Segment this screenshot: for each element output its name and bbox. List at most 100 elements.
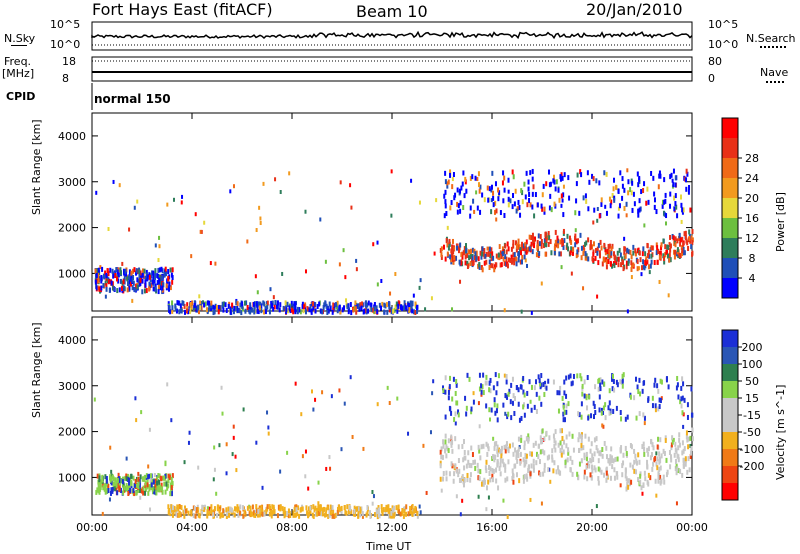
power-echo-cell — [410, 178, 413, 183]
velocity-echo-cell — [457, 458, 460, 464]
velocity-echo-cell — [212, 477, 215, 482]
power-echo-cell — [467, 249, 470, 255]
velocity-echo-cell — [336, 509, 339, 515]
power-echo-cell — [677, 235, 680, 241]
power-echo-cell — [542, 243, 545, 249]
power-echo-cell — [292, 303, 295, 309]
velocity-colorbar-tick-label: 50 — [745, 375, 759, 388]
power-colorbar-segment — [722, 178, 738, 199]
power-echo-cell — [493, 264, 496, 270]
power-echo-cell — [459, 279, 462, 284]
velocity-echo-cell — [567, 450, 570, 456]
power-echo-cell — [661, 203, 664, 209]
velocity-echo-cell — [416, 513, 419, 519]
power-echo-cell — [592, 251, 595, 257]
velocity-echo-cell — [649, 455, 652, 461]
velocity-echo-cell — [678, 432, 681, 438]
power-echo-cell — [332, 302, 335, 308]
power-echo-cell — [393, 307, 396, 313]
velocity-echo-cell — [485, 403, 488, 409]
power-echo-cell — [500, 254, 503, 260]
velocity-echo-cell — [540, 501, 543, 506]
velocity-echo-cell — [687, 444, 690, 450]
velocity-echo-cell — [442, 387, 445, 393]
velocity-echo-cell — [271, 504, 274, 510]
power-echo-cell — [288, 171, 291, 176]
velocity-echo-cell — [557, 408, 560, 414]
power-echo-cell — [626, 247, 629, 253]
power-echo-cell — [167, 275, 170, 281]
velocity-echo-cell — [170, 491, 173, 497]
power-echo-cell — [144, 275, 147, 281]
power-echo-cell — [626, 168, 629, 173]
velocity-echo-cell — [307, 513, 310, 519]
velocity-echo-cell — [583, 474, 586, 480]
velocity-echo-cell — [553, 438, 556, 444]
power-echo-cell — [575, 198, 578, 204]
power-echo-cell — [474, 251, 477, 257]
power-echo-cell — [486, 246, 489, 251]
power-echo-cell — [630, 266, 633, 272]
power-echo-cell — [251, 307, 254, 313]
velocity-echo-cell — [517, 446, 520, 452]
power-echo-cell — [446, 225, 449, 230]
power-echo-cell — [632, 191, 635, 197]
velocity-echo-cell — [607, 405, 610, 411]
power-echo-cell — [587, 237, 590, 243]
power-echo-cell — [455, 255, 458, 261]
power-echo-cell — [213, 309, 216, 315]
power-echo-cell — [507, 196, 510, 202]
power-echo-cell — [644, 251, 647, 257]
power-echo-cell — [446, 242, 449, 248]
power-echo-cell — [111, 268, 114, 274]
power-echo-cell — [576, 249, 579, 255]
power-echo-cell — [105, 283, 108, 289]
power-echo-cell — [119, 278, 122, 284]
velocity-echo-cell — [340, 447, 343, 452]
power-echo-cell — [634, 251, 637, 257]
x-tick-label: 16:00 — [476, 521, 508, 534]
power-echo-cell — [557, 243, 560, 249]
velocity-echo-cell — [455, 468, 458, 474]
velocity-echo-cell — [135, 418, 138, 423]
velocity-echo-cell — [601, 453, 604, 459]
velocity-echo-cell — [279, 469, 282, 474]
velocity-echo-cell — [571, 433, 574, 439]
velocity-echo-cell — [153, 473, 156, 478]
velocity-echo-cell — [321, 511, 324, 517]
velocity-echo-cell — [642, 380, 645, 386]
power-echo-cell — [603, 170, 606, 176]
velocity-echo-cell — [523, 459, 526, 465]
power-echo-cell — [505, 256, 508, 262]
power-echo-cell — [577, 238, 580, 244]
velocity-echo-cell — [457, 444, 460, 450]
velocity-echo-cell — [513, 410, 516, 416]
velocity-echo-cell — [255, 504, 258, 510]
power-echo-cell — [540, 238, 543, 244]
velocity-echo-cell — [622, 460, 625, 466]
power-echo-cell — [574, 228, 577, 233]
power-echo-cell — [653, 204, 656, 210]
velocity-echo-cell — [472, 391, 475, 396]
power-echo-cell — [690, 244, 693, 250]
velocity-echo-cell — [482, 390, 485, 396]
power-echo-cell — [656, 259, 659, 265]
power-echo-cell — [122, 279, 125, 285]
power-echo-cell — [444, 170, 447, 176]
power-echo-cell — [380, 278, 383, 283]
power-echo-cell — [135, 286, 138, 292]
power-echo-cell — [290, 307, 293, 313]
velocity-echo-cell — [677, 457, 680, 463]
power-echo-cell — [275, 304, 278, 310]
power-echo-cell — [685, 168, 688, 174]
power-echo-cell — [97, 267, 100, 273]
velocity-echo-cell — [624, 468, 627, 474]
velocity-echo-cell — [221, 411, 224, 416]
power-echo-cell — [604, 247, 607, 253]
velocity-echo-cell — [491, 477, 494, 483]
power-echo-cell — [410, 301, 413, 307]
velocity-echo-cell — [480, 444, 483, 450]
velocity-echo-cell — [596, 448, 599, 454]
power-echo-cell — [390, 306, 393, 312]
